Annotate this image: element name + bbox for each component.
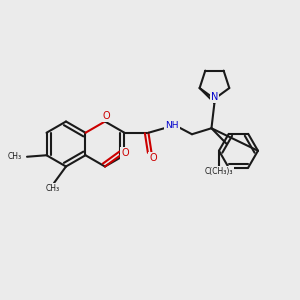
Text: O: O [121,148,129,158]
Text: O: O [149,153,157,163]
Text: N: N [211,92,218,102]
Text: CH₃: CH₃ [8,152,22,161]
Text: O: O [103,111,110,121]
Text: NH: NH [165,121,178,130]
Text: C(CH₃)₃: C(CH₃)₃ [205,167,233,176]
Text: CH₃: CH₃ [45,184,60,193]
